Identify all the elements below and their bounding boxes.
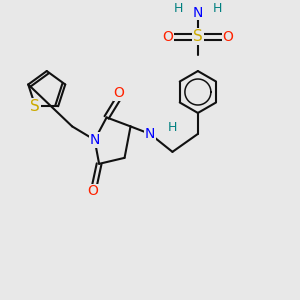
Text: O: O	[222, 30, 233, 44]
Text: S: S	[30, 99, 40, 114]
Text: H: H	[213, 2, 222, 15]
Text: O: O	[163, 30, 173, 44]
Text: N: N	[193, 6, 203, 20]
Text: O: O	[113, 86, 124, 100]
Text: H: H	[174, 2, 183, 15]
Text: H: H	[168, 122, 177, 134]
Text: N: N	[145, 127, 155, 141]
Text: N: N	[89, 133, 100, 147]
Text: O: O	[88, 184, 99, 198]
Text: S: S	[193, 29, 203, 44]
